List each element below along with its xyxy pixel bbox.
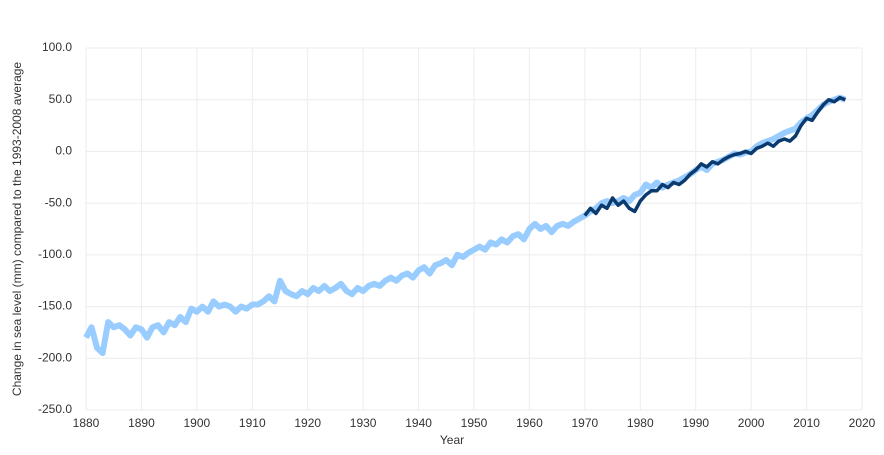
x-axis-label: Year [440,433,464,447]
y-tick-label: 0.0 [55,144,72,158]
x-tick-label: 1890 [128,416,155,430]
x-tick-label: 2010 [793,416,820,430]
x-tick-label: 1930 [350,416,377,430]
line-series [583,95,846,217]
y-tick-label: -250.0 [38,402,72,416]
x-tick-label: 1940 [405,416,432,430]
y-tick-label: -100.0 [38,247,72,261]
x-tick-label: 1880 [73,416,100,430]
y-tick-label: -200.0 [38,350,72,364]
y-tick-label: 50.0 [49,92,73,106]
y-tick-label: 100.0 [42,40,72,54]
x-tick-label: 2000 [738,416,765,430]
x-tick-label: 1980 [627,416,654,430]
y-axis-label: Change in sea level (mm) compared to the… [10,62,24,397]
y-tick-label: -50.0 [45,195,73,209]
x-tick-label: 1920 [294,416,321,430]
y-tick-label: -150.0 [38,299,72,313]
x-tick-label: 1900 [184,416,211,430]
x-tick-label: 1950 [461,416,488,430]
x-tick-label: 1910 [239,416,266,430]
x-tick-label: 1990 [682,416,709,430]
x-tick-label: 1960 [516,416,543,430]
x-tick-label: 1970 [572,416,599,430]
x-tick-label: 2020 [849,416,876,430]
line-series [83,94,847,357]
